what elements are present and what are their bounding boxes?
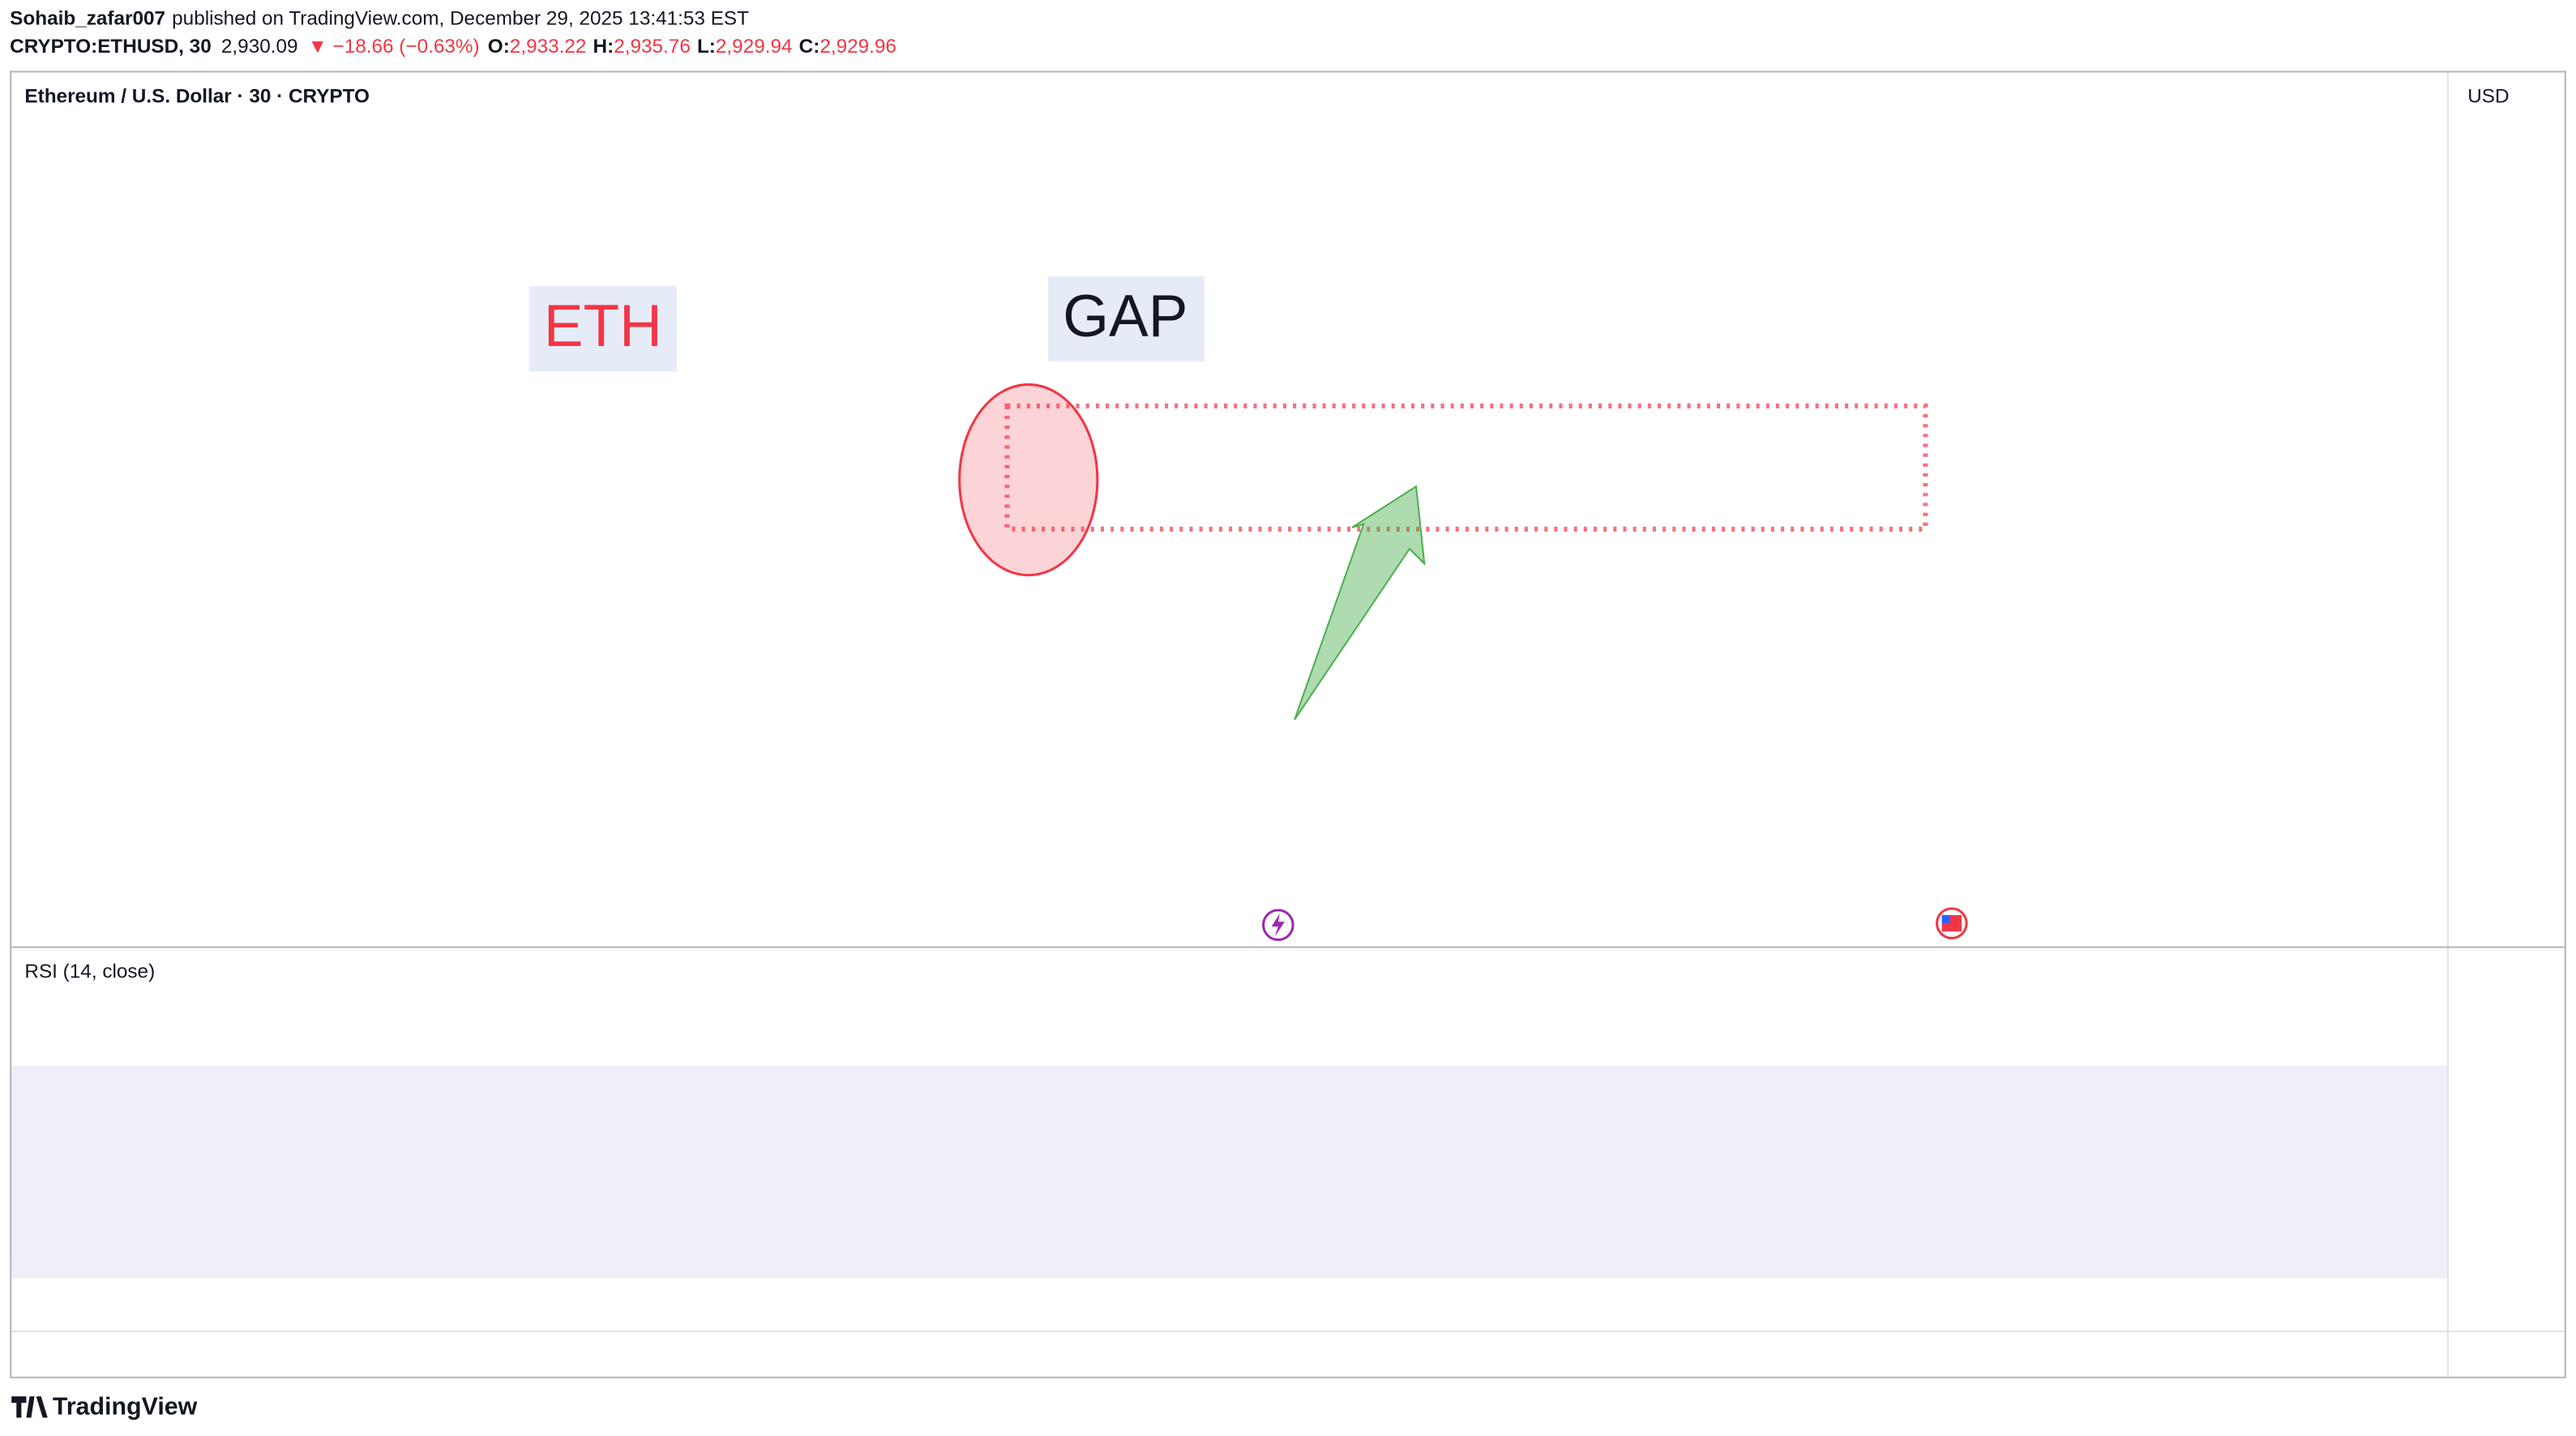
c-key: C: — [799, 36, 820, 58]
o-key: O: — [488, 36, 510, 58]
l-key: L: — [697, 36, 716, 58]
arrow — [1294, 485, 1426, 720]
published: published on TradingView.com, December 2… — [172, 8, 749, 30]
gap-label-box — [1048, 276, 1205, 362]
rsi-title: RSI (14, close) — [24, 961, 155, 983]
h-value: 2,935.76 — [614, 36, 691, 58]
l-value: 2,929.94 — [716, 36, 793, 58]
currency: USD — [2467, 85, 2509, 107]
eth-label-box — [528, 285, 678, 372]
frame — [10, 71, 2566, 1378]
chart-title: Ethereum / U.S. Dollar · 30 · CRYPTO — [24, 85, 370, 107]
header-line-2: CRYPTO:ETHUSD, 30 2,930.09 ▼ −18.66 (−0.63… — [10, 36, 896, 58]
change: ▼ −18.66 (−0.63%) — [308, 36, 480, 58]
header-line-1: Sohaib_zafar007 published on TradingView.… — [10, 8, 749, 30]
h-key: H: — [593, 36, 614, 58]
gap-box — [1004, 403, 1928, 532]
logo: TradingView — [11, 1392, 198, 1420]
highlight-ellipse — [958, 383, 1099, 577]
rsi-band — [11, 1066, 2448, 1279]
eth-label: ETH — [544, 293, 662, 359]
event-bolt — [1271, 913, 1285, 937]
symbol: CRYPTO:ETHUSD, 30 — [10, 36, 212, 58]
flag-canton — [1941, 915, 1950, 924]
gap-label: GAP — [1063, 284, 1187, 349]
c-value: 2,929.96 — [819, 36, 896, 58]
logo-mark — [11, 1396, 48, 1418]
publisher: Sohaib_zafar007 — [10, 8, 165, 30]
price: 2,930.09 — [221, 36, 298, 58]
o-value: 2,933.22 — [510, 36, 587, 58]
brand: TradingView — [53, 1392, 198, 1420]
currency-box — [2450, 77, 2550, 114]
